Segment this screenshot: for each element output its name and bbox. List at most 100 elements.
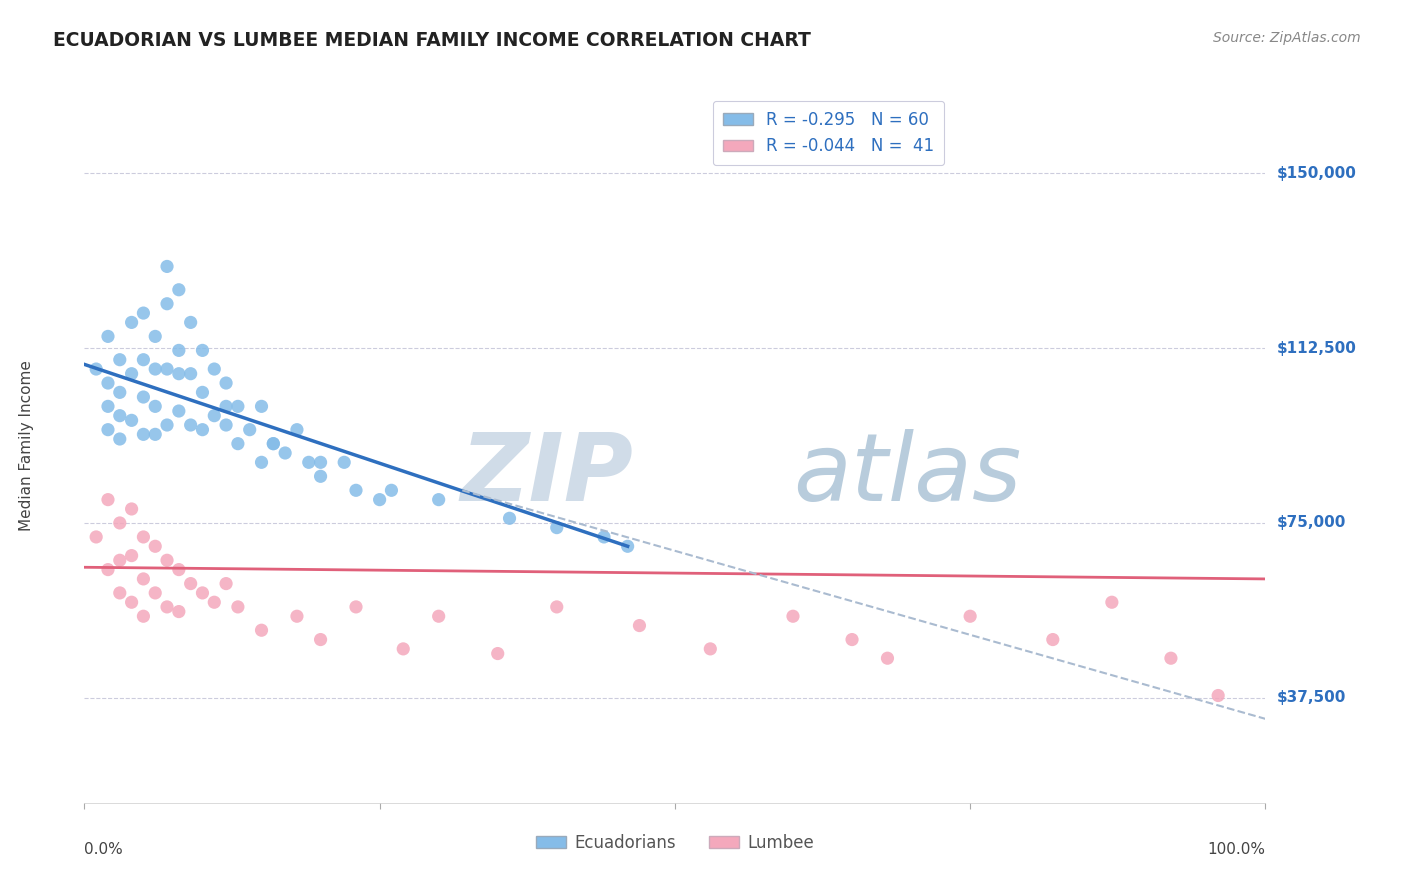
Point [486,647,509,661]
Point [156,417,179,432]
Point [285,609,308,624]
Point [699,641,721,656]
Point [108,409,131,423]
Point [143,362,166,376]
Point [167,404,190,418]
Point [427,609,450,624]
Point [143,427,166,442]
Point [108,432,131,446]
Point [121,502,143,516]
Point [202,362,225,376]
Point [132,572,155,586]
Point [191,343,214,358]
Text: Source: ZipAtlas.com: Source: ZipAtlas.com [1213,31,1361,45]
Point [226,599,249,614]
Point [121,367,143,381]
Point [841,632,863,647]
Text: ZIP: ZIP [461,428,634,521]
Point [262,436,284,450]
Point [215,417,238,432]
Point [368,492,391,507]
Legend: Ecuadorians, Lumbee: Ecuadorians, Lumbee [529,828,821,859]
Point [250,455,273,469]
Point [143,329,166,343]
Point [97,423,120,437]
Text: $112,500: $112,500 [1277,341,1357,356]
Point [180,417,202,432]
Text: atlas: atlas [793,429,1021,520]
Point [333,455,356,469]
Point [180,576,202,591]
Point [132,609,155,624]
Point [546,599,568,614]
Point [309,469,332,483]
Point [380,483,402,498]
Point [593,530,616,544]
Point [546,521,568,535]
Point [143,586,166,600]
Point [202,409,225,423]
Point [167,367,190,381]
Point [97,492,120,507]
Point [167,605,190,619]
Point [108,385,131,400]
Point [167,563,190,577]
Point [782,609,804,624]
Point [121,595,143,609]
Point [167,283,190,297]
Point [143,539,166,553]
Point [180,315,202,329]
Text: $75,000: $75,000 [1277,516,1346,531]
Point [616,539,638,553]
Point [1160,651,1182,665]
Point [156,362,179,376]
Text: 0.0%: 0.0% [84,842,124,856]
Point [191,385,214,400]
Point [143,400,166,414]
Point [132,390,155,404]
Point [876,651,898,665]
Point [156,260,179,274]
Point [628,618,651,632]
Point [285,423,308,437]
Point [121,315,143,329]
Point [132,352,155,367]
Point [84,530,107,544]
Point [84,362,107,376]
Point [108,516,131,530]
Point [156,599,179,614]
Point [392,641,415,656]
Point [1206,689,1229,703]
Text: 100.0%: 100.0% [1208,842,1265,856]
Point [121,413,143,427]
Point [215,400,238,414]
Point [298,455,321,469]
Point [156,553,179,567]
Point [250,400,273,414]
Point [202,595,225,609]
Point [191,586,214,600]
Text: $150,000: $150,000 [1277,166,1357,181]
Point [97,376,120,390]
Point [250,624,273,638]
Point [132,530,155,544]
Point [121,549,143,563]
Point [262,436,284,450]
Text: Median Family Income: Median Family Income [18,360,34,532]
Text: ECUADORIAN VS LUMBEE MEDIAN FAMILY INCOME CORRELATION CHART: ECUADORIAN VS LUMBEE MEDIAN FAMILY INCOM… [53,31,811,50]
Point [344,599,367,614]
Point [309,632,332,647]
Point [97,400,120,414]
Text: $37,500: $37,500 [1277,690,1346,706]
Point [1042,632,1064,647]
Point [132,306,155,320]
Point [226,436,249,450]
Point [108,352,131,367]
Point [167,343,190,358]
Point [1101,595,1123,609]
Point [108,553,131,567]
Point [215,576,238,591]
Point [191,423,214,437]
Point [156,297,179,311]
Point [498,511,520,525]
